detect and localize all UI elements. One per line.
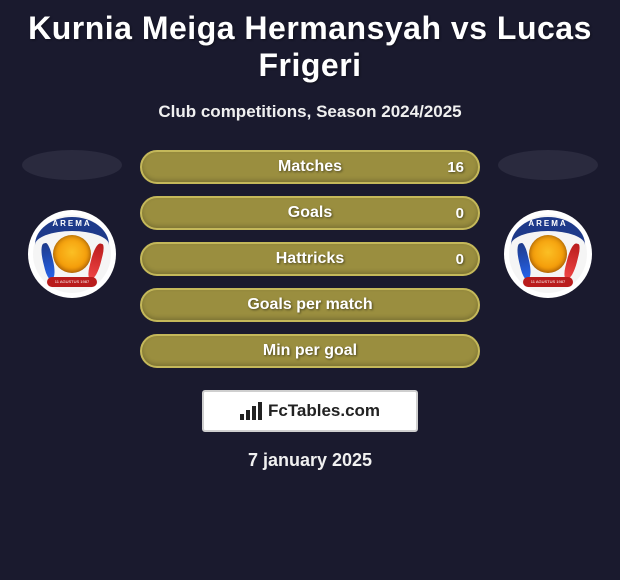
brand-box: FcTables.com <box>202 390 418 432</box>
stat-bar-goals: Goals 0 <box>140 196 480 230</box>
stat-label: Goals <box>288 204 332 222</box>
stat-label: Goals per match <box>247 296 372 314</box>
stat-bar-hattricks: Hattricks 0 <box>140 242 480 276</box>
date-label: 7 january 2025 <box>0 450 620 471</box>
brand-text: FcTables.com <box>268 401 380 421</box>
subtitle: Club competitions, Season 2024/2025 <box>0 102 620 122</box>
stat-bar-matches: Matches 16 <box>140 150 480 184</box>
comparison-row: AREMA 11 AGUSTUS 1987 Matches 16 Goals 0 <box>0 150 620 368</box>
stat-right-value: 0 <box>456 251 464 268</box>
stat-bar-goals-per-match: Goals per match <box>140 288 480 322</box>
left-player-col: AREMA 11 AGUSTUS 1987 <box>22 150 122 298</box>
stats-column: Matches 16 Goals 0 Hattricks 0 Goals per… <box>140 150 480 368</box>
right-badge-name: AREMA <box>528 219 567 228</box>
right-club-badge: AREMA 11 AGUSTUS 1987 <box>504 210 592 298</box>
left-player-avatar-placeholder <box>22 150 122 180</box>
left-badge-ribbon: 11 AGUSTUS 1987 <box>47 277 97 287</box>
right-player-avatar-placeholder <box>498 150 598 180</box>
stat-label: Matches <box>278 158 342 176</box>
left-club-badge: AREMA 11 AGUSTUS 1987 <box>28 210 116 298</box>
stat-right-value: 0 <box>456 205 464 222</box>
page-title: Kurnia Meiga Hermansyah vs Lucas Frigeri <box>0 10 620 84</box>
left-badge-name: AREMA <box>52 219 91 228</box>
stat-bar-min-per-goal: Min per goal <box>140 334 480 368</box>
right-player-col: AREMA 11 AGUSTUS 1987 <box>498 150 598 298</box>
stat-label: Hattricks <box>276 250 344 268</box>
stat-right-value: 16 <box>447 159 464 176</box>
right-badge-ribbon: 11 AGUSTUS 1987 <box>523 277 573 287</box>
stat-label: Min per goal <box>263 342 357 360</box>
bar-chart-icon <box>240 402 262 420</box>
